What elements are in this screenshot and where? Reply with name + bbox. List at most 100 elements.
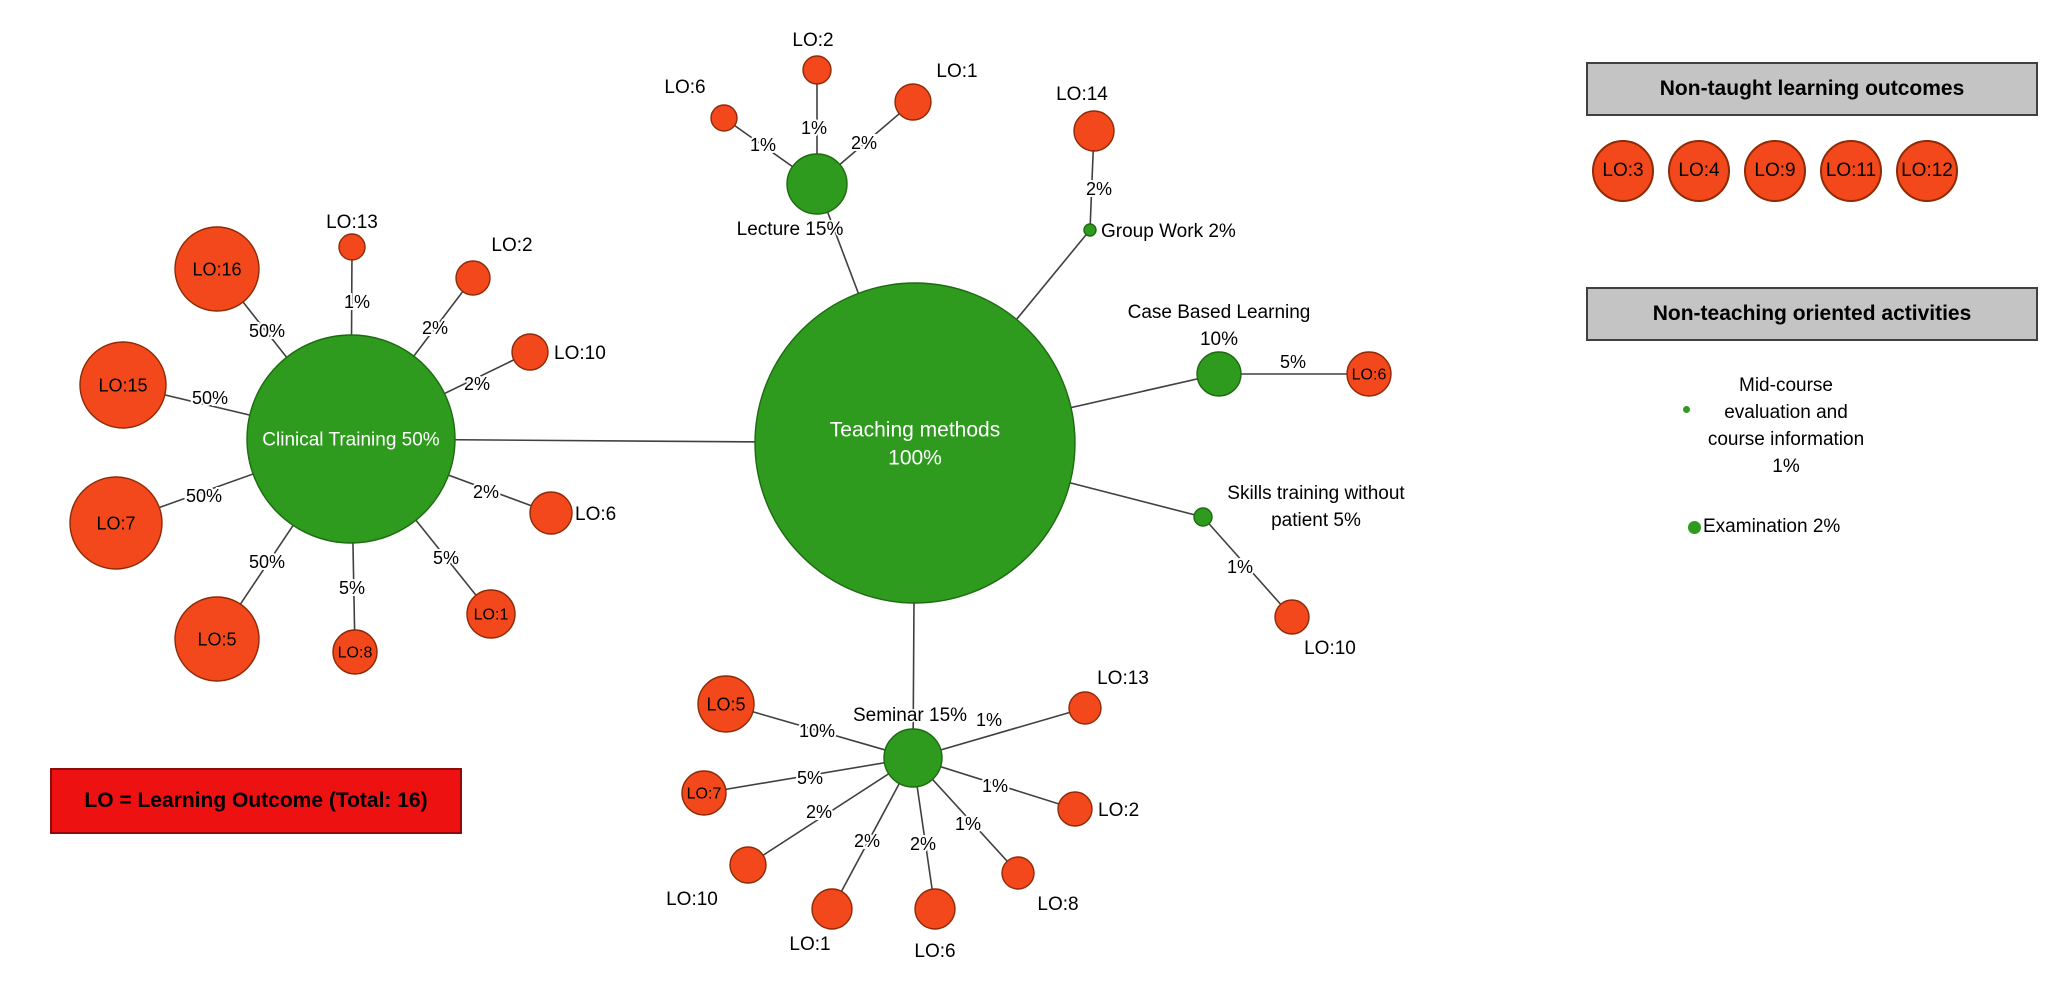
- edge-label-seminar-sm_lo2: 1%: [982, 776, 1008, 796]
- node-ct_lo7: [69, 476, 163, 570]
- node-cb_lo6: [1346, 351, 1392, 397]
- edge-label-lecture-lc_lo2: 1%: [801, 118, 827, 138]
- label-cb_lo6: LO:6: [1352, 367, 1387, 384]
- node-gw_lo14: [1073, 110, 1115, 152]
- edge-seminar-sm_lo5: [725, 703, 914, 759]
- non-teaching-activities-header: Non-teaching oriented activities: [1586, 287, 2038, 341]
- node-ct_lo13: [338, 233, 366, 261]
- edge-label-clinical-ct_lo8: 5%: [339, 578, 365, 598]
- label-sm_lo5: LO:5: [706, 694, 745, 714]
- node-cbl: [1196, 351, 1242, 397]
- non-taught-lo-circle: LO:3: [1592, 140, 1654, 202]
- edge-label-skills-sk_lo10: 1%: [1227, 557, 1253, 577]
- label-skills: Skills training without patient 5%: [1227, 483, 1405, 531]
- label-ct_lo1: LO:1: [474, 607, 509, 624]
- node-lecture: [786, 153, 848, 215]
- examination-label: Examination 2%: [1703, 516, 1841, 537]
- edge-label-cbl-cb_lo6: 5%: [1280, 352, 1306, 372]
- node-sm_lo7: [681, 770, 727, 816]
- non-taught-lo-circle: LO:9: [1744, 140, 1806, 202]
- node-ct_lo2: [455, 260, 491, 296]
- midcourse-activity-label: Mid-course evaluation and course informa…: [1641, 372, 1931, 480]
- node-sm_lo2: [1057, 791, 1093, 827]
- examination-dot-icon: [1688, 520, 1701, 534]
- node-sm_lo13: [1068, 691, 1102, 725]
- non-taught-lo-circle: LO:12: [1896, 140, 1958, 202]
- label-sm_lo7: LO:7: [687, 786, 722, 803]
- label-ct_lo13: LO:13: [326, 212, 378, 233]
- node-sm_lo10: [729, 846, 767, 884]
- midcourse-line: evaluation and: [1724, 402, 1848, 423]
- label-ct_lo6: LO:6: [575, 504, 616, 525]
- edge-label-clinical-ct_lo2: 2%: [422, 318, 448, 338]
- midcourse-line: Mid-course: [1739, 375, 1833, 396]
- node-sk_lo10: [1274, 599, 1310, 635]
- edge-label-seminar-sm_lo5: 10%: [799, 721, 835, 741]
- label-groupwork: Group Work 2%: [1101, 221, 1236, 242]
- label-sm_lo2: LO:2: [1098, 800, 1139, 821]
- edge-label-clinical-ct_lo7: 50%: [186, 486, 222, 506]
- node-ct_lo1: [466, 589, 516, 639]
- edge-label-clinical-ct_lo16: 50%: [249, 321, 285, 341]
- node-ct_lo16: [174, 226, 260, 312]
- edge-label-lecture-lc_lo1: 2%: [851, 133, 877, 153]
- edge-skills-sk_lo10: [1202, 516, 1293, 618]
- label-sm_lo13: LO:13: [1097, 668, 1149, 689]
- examination-activity: Examination 2%: [1688, 516, 1840, 538]
- node-sm_lo8: [1001, 856, 1035, 890]
- node-ct_lo8: [332, 629, 378, 675]
- node-ct_lo15: [79, 341, 167, 429]
- label-sm_lo10: LO:10: [666, 889, 718, 910]
- label-ct_lo10: LO:10: [554, 343, 606, 364]
- node-sm_lo6: [914, 888, 956, 930]
- edge-label-clinical-ct_lo10: 2%: [464, 374, 490, 394]
- node-lc_lo6: [710, 104, 738, 132]
- label-sm_lo6: LO:6: [914, 941, 955, 962]
- node-lc_lo2: [802, 55, 832, 85]
- edge-label-seminar-sm_lo8: 1%: [955, 814, 981, 834]
- edge-label-seminar-sm_lo6: 2%: [910, 834, 936, 854]
- edge-label-clinical-ct_lo1: 5%: [433, 548, 459, 568]
- node-ct_lo6: [529, 491, 573, 535]
- node-lc_lo1: [894, 83, 932, 121]
- node-ct_lo5: [174, 596, 260, 682]
- label-ct_lo5: LO:5: [197, 629, 236, 649]
- label-sm_lo1: LO:1: [789, 934, 830, 955]
- label-ct_lo2: LO:2: [491, 235, 532, 256]
- midcourse-dot-icon: [1683, 406, 1690, 413]
- edge-label-seminar-sm_lo1: 2%: [854, 831, 880, 851]
- label-seminar: Seminar 15%: [853, 705, 967, 726]
- edge-label-clinical-ct_lo15: 50%: [192, 388, 228, 408]
- edge-seminar-sm_lo10: [747, 757, 914, 866]
- label-gw_lo14: LO:14: [1056, 84, 1108, 105]
- non-taught-lo-circle: LO:11: [1820, 140, 1882, 202]
- edge-label-clinical-ct_lo5: 50%: [249, 552, 285, 572]
- label-sm_lo8: LO:8: [1037, 894, 1078, 915]
- non-taught-outcomes-row: LO:3 LO:4 LO:9 LO:11 LO:12: [1592, 140, 1958, 202]
- edge-label-lecture-lc_lo6: 1%: [750, 135, 776, 155]
- node-ct_lo10: [511, 333, 549, 371]
- node-skills: [1193, 507, 1213, 527]
- label-lc_lo2: LO:2: [792, 30, 833, 51]
- label-lc_lo6: LO:6: [664, 77, 705, 98]
- label-cbl: Case Based Learning 10%: [1128, 302, 1311, 350]
- edge-label-seminar-sm_lo7: 5%: [797, 768, 823, 788]
- label-lc_lo1: LO:1: [936, 61, 977, 82]
- node-sm_lo1: [811, 888, 853, 930]
- edge-label-seminar-sm_lo10: 2%: [806, 802, 832, 822]
- edge-label-groupwork-gw_lo14: 2%: [1086, 179, 1112, 199]
- legend-box: LO = Learning Outcome (Total: 16): [50, 768, 462, 834]
- edge-label-clinical-ct_lo6: 2%: [473, 482, 499, 502]
- edge-seminar-sm_lo7: [703, 757, 914, 794]
- edge-seminar-sm_lo13: [912, 707, 1086, 759]
- node-teaching: [754, 282, 1076, 604]
- edge-label-seminar-sm_lo13: 1%: [976, 710, 1002, 730]
- label-ct_lo15: LO:15: [98, 375, 147, 395]
- midcourse-line: course information: [1707, 429, 1865, 450]
- edge-label-clinical-ct_lo13: 1%: [344, 292, 370, 312]
- node-groupwork: [1083, 223, 1097, 237]
- label-teaching: Teaching methods 100%: [830, 418, 1000, 469]
- node-seminar: [883, 728, 943, 788]
- non-taught-lo-circle: LO:4: [1668, 140, 1730, 202]
